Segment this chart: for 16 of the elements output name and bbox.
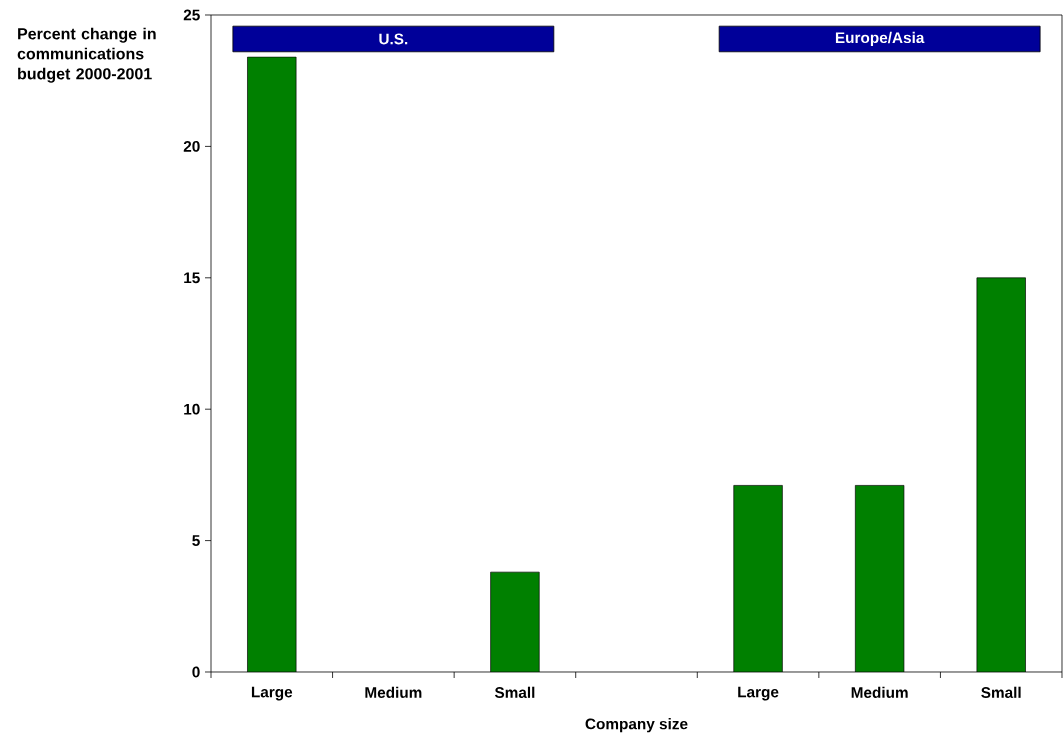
x-tick-label: Small [494, 686, 535, 698]
x-tick-label: Large [251, 686, 293, 701]
x-tick-label: Small [981, 686, 1021, 698]
x-tick-label: Medium [851, 686, 908, 698]
y-tick-label: 25 [183, 9, 200, 21]
y-tick-label: 20 [183, 140, 200, 152]
y-axis-title: Percent change in communications budget 2000-2001 [17, 27, 156, 83]
x-tick-label: Medium [365, 686, 422, 698]
annotation: Europe/Asia [835, 31, 925, 47]
x-tick-label: Large [738, 686, 779, 701]
y-tick-label: 10 [184, 403, 200, 415]
x-axis-title: Company size [585, 718, 688, 733]
y-tick-label: 5 [192, 535, 200, 546]
y-tick-label: 0 [192, 666, 200, 678]
y-tick-label: 15 [184, 272, 200, 284]
annotation: U.S. [379, 33, 408, 45]
